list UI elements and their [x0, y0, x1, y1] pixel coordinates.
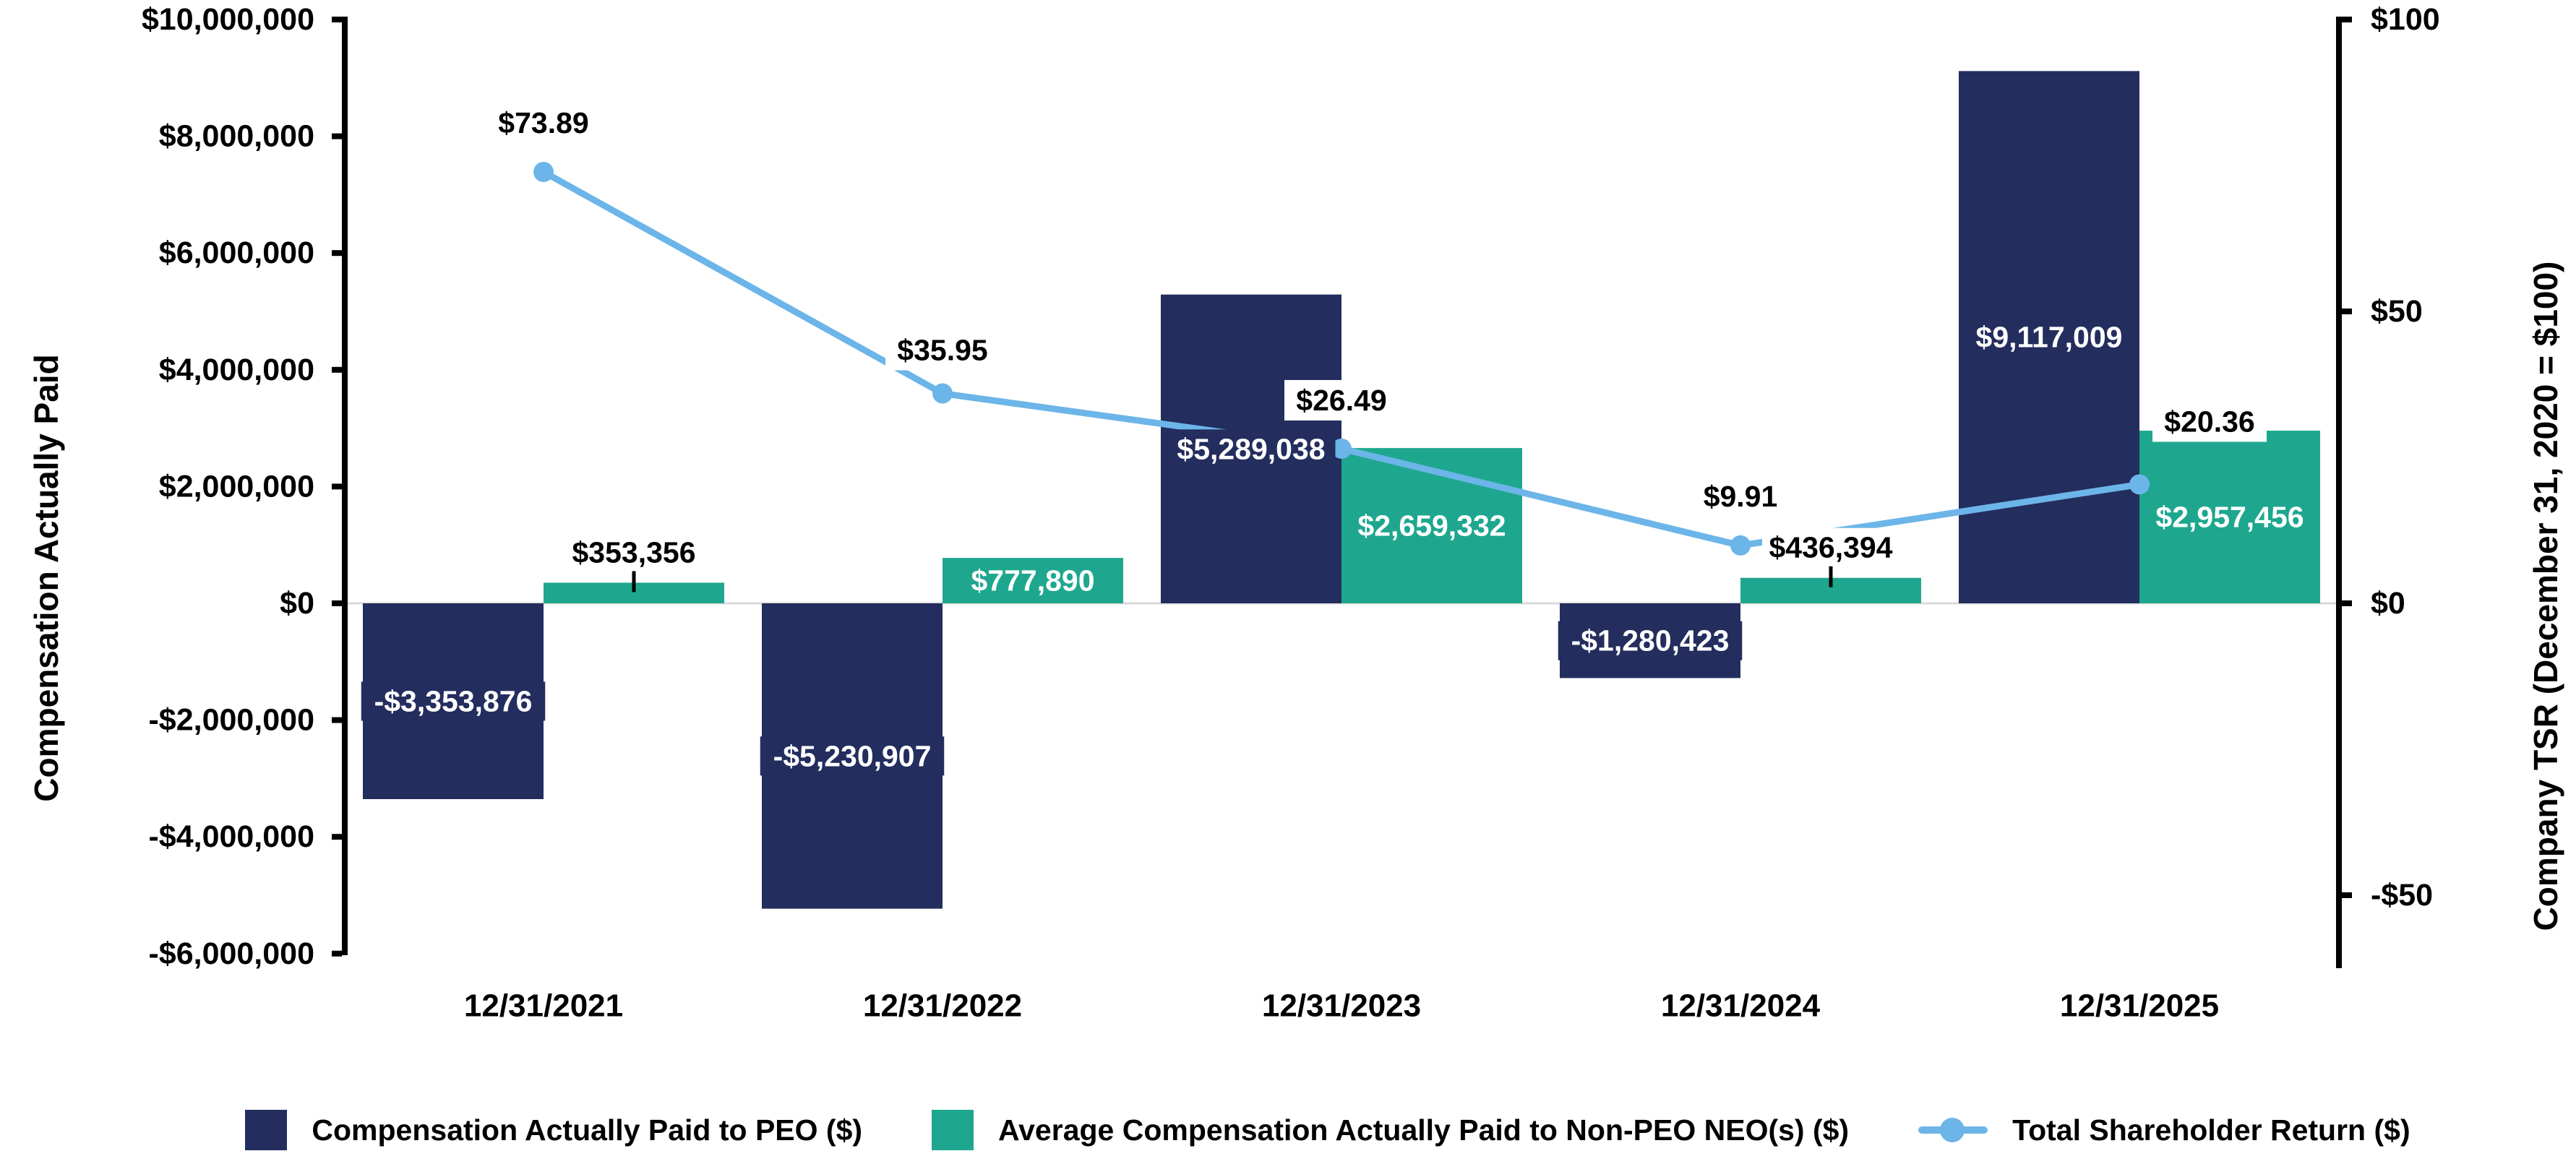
left-axis-tick-3: [332, 366, 342, 373]
legend-label-neo: Average Compensation Actually Paid to No…: [998, 1113, 1850, 1147]
bar-label-neo-0: $353,356: [572, 535, 695, 569]
bar-label-neo-3: $436,394: [1769, 531, 1892, 564]
bar-label-box-neo-4: [2145, 497, 2314, 537]
left-axis-tick-label-8: -$6,000,000: [148, 936, 314, 971]
bar-label-peo-2: $5,289,038: [1177, 432, 1325, 465]
tsr-label-3: $9.91: [1704, 480, 1778, 513]
left-axis-title: Compensation Actually Paid: [27, 354, 65, 802]
legend-item-neo: Average Compensation Actually Paid to No…: [932, 1110, 1849, 1150]
right-axis-tick-label-1: $50: [2371, 294, 2423, 329]
x-axis-label-2: 12/31/2023: [1262, 988, 1421, 1024]
right-axis-tick-label-3: -$50: [2371, 878, 2433, 913]
right-axis-tick-label-2: $0: [2371, 586, 2405, 621]
left-axis-tick-label-7: -$4,000,000: [148, 819, 314, 854]
tsr-marker-1: [932, 383, 953, 404]
bar-label-box-peo-4: [1965, 317, 2134, 357]
left-axis-tick-label-1: $8,000,000: [159, 119, 314, 154]
legend-label-peo: Compensation Actually Paid to PEO ($): [312, 1113, 863, 1147]
bar-label-peo-0: -$3,353,876: [374, 684, 533, 717]
bar-label-neo-4: $2,957,456: [2155, 501, 2304, 534]
legend-item-peo: Compensation Actually Paid to PEO ($): [245, 1110, 862, 1150]
bar-label-box-peo-0: [361, 681, 546, 721]
bar-label-neo-2: $2,659,332: [1357, 509, 1506, 543]
bar-label-neo-1: $777,890: [971, 564, 1094, 598]
left-axis-tick-label-2: $6,000,000: [159, 236, 314, 270]
left-axis-tick-label-0: $10,000,000: [142, 2, 314, 37]
bar-label-peo-4: $9,117,009: [1976, 321, 2123, 354]
left-axis-tick-label-4: $2,000,000: [159, 469, 314, 504]
left-axis-tick-label-3: $4,000,000: [159, 353, 314, 387]
tsr-label-box-1: [885, 329, 1000, 371]
neo-swatch-icon: [932, 1110, 974, 1150]
tsr-label-box-0: [486, 102, 601, 143]
bar-label-box-neo-0: [565, 533, 703, 572]
x-axis-label-1: 12/31/2022: [863, 988, 1022, 1024]
left-axis-tick-8: [332, 950, 342, 957]
legend-label-tsr: Total Shareholder Return ($): [2012, 1113, 2410, 1147]
right-axis-tick-1: [2342, 309, 2352, 314]
tsr-label-2: $26.49: [1296, 384, 1386, 417]
label-leader-line-3: [1829, 566, 1833, 587]
left-axis-tick-2: [332, 250, 342, 256]
left-axis-tick-7: [332, 834, 342, 840]
bar-label-box-peo-3: [1558, 621, 1743, 660]
tsr-label-box-3: [1691, 475, 1790, 517]
legend-item-tsr: Total Shareholder Return ($): [1918, 1110, 2410, 1150]
x-axis-label-3: 12/31/2024: [1661, 988, 1821, 1024]
left-axis-tick-5: [332, 600, 342, 606]
bar-label-box-neo-1: [964, 561, 1102, 600]
bar-label-box-peo-1: [760, 736, 945, 776]
tsr-marker-3: [1730, 535, 1751, 556]
x-axis-label-4: 12/31/2025: [2060, 988, 2219, 1024]
right-axis-title: Company TSR (December 31, 2020 = $100): [2527, 261, 2564, 931]
right-axis-tick-0: [2342, 17, 2352, 22]
tsr-label-box-4: [2152, 401, 2267, 442]
right-axis-line: [2336, 17, 2342, 968]
label-leader-line-0: [632, 571, 636, 592]
tsr-label-4: $20.36: [2164, 405, 2254, 438]
left-axis-tick-6: [332, 717, 342, 723]
tsr-marker-4: [2129, 474, 2150, 495]
peo-swatch-icon: [245, 1110, 288, 1150]
tsr-label-box-2: [1284, 379, 1399, 421]
tsr-line-icon-dot: [1940, 1118, 1965, 1142]
bar-label-peo-1: -$5,230,907: [773, 739, 932, 772]
bar-label-peo-3: -$1,280,423: [1571, 624, 1730, 658]
legend: Compensation Actually Paid to PEO ($) Av…: [0, 1101, 2576, 1159]
x-axis-label-0: 12/31/2021: [464, 988, 623, 1024]
right-axis-tick-3: [2342, 892, 2352, 898]
tsr-marker-0: [533, 161, 554, 182]
left-axis-tick-0: [332, 17, 342, 22]
bar-label-box-neo-2: [1347, 506, 1516, 546]
left-axis-line: [342, 17, 348, 955]
left-axis-tick-label-6: -$2,000,000: [148, 703, 314, 738]
left-axis-tick-4: [332, 483, 342, 490]
left-axis-tick-label-5: $0: [280, 586, 314, 621]
tsr-marker-2: [1331, 438, 1352, 459]
bar-label-box-peo-2: [1167, 429, 1336, 469]
left-axis-tick-1: [332, 133, 342, 139]
tsr-line-icon: [1918, 1110, 1988, 1150]
tsr-label-0: $73.89: [498, 106, 588, 139]
right-axis-tick-label-0: $100: [2371, 2, 2440, 37]
tsr-label-1: $35.95: [897, 334, 987, 367]
right-axis-tick-2: [2342, 600, 2352, 606]
bar-label-box-neo-3: [1762, 527, 1899, 567]
